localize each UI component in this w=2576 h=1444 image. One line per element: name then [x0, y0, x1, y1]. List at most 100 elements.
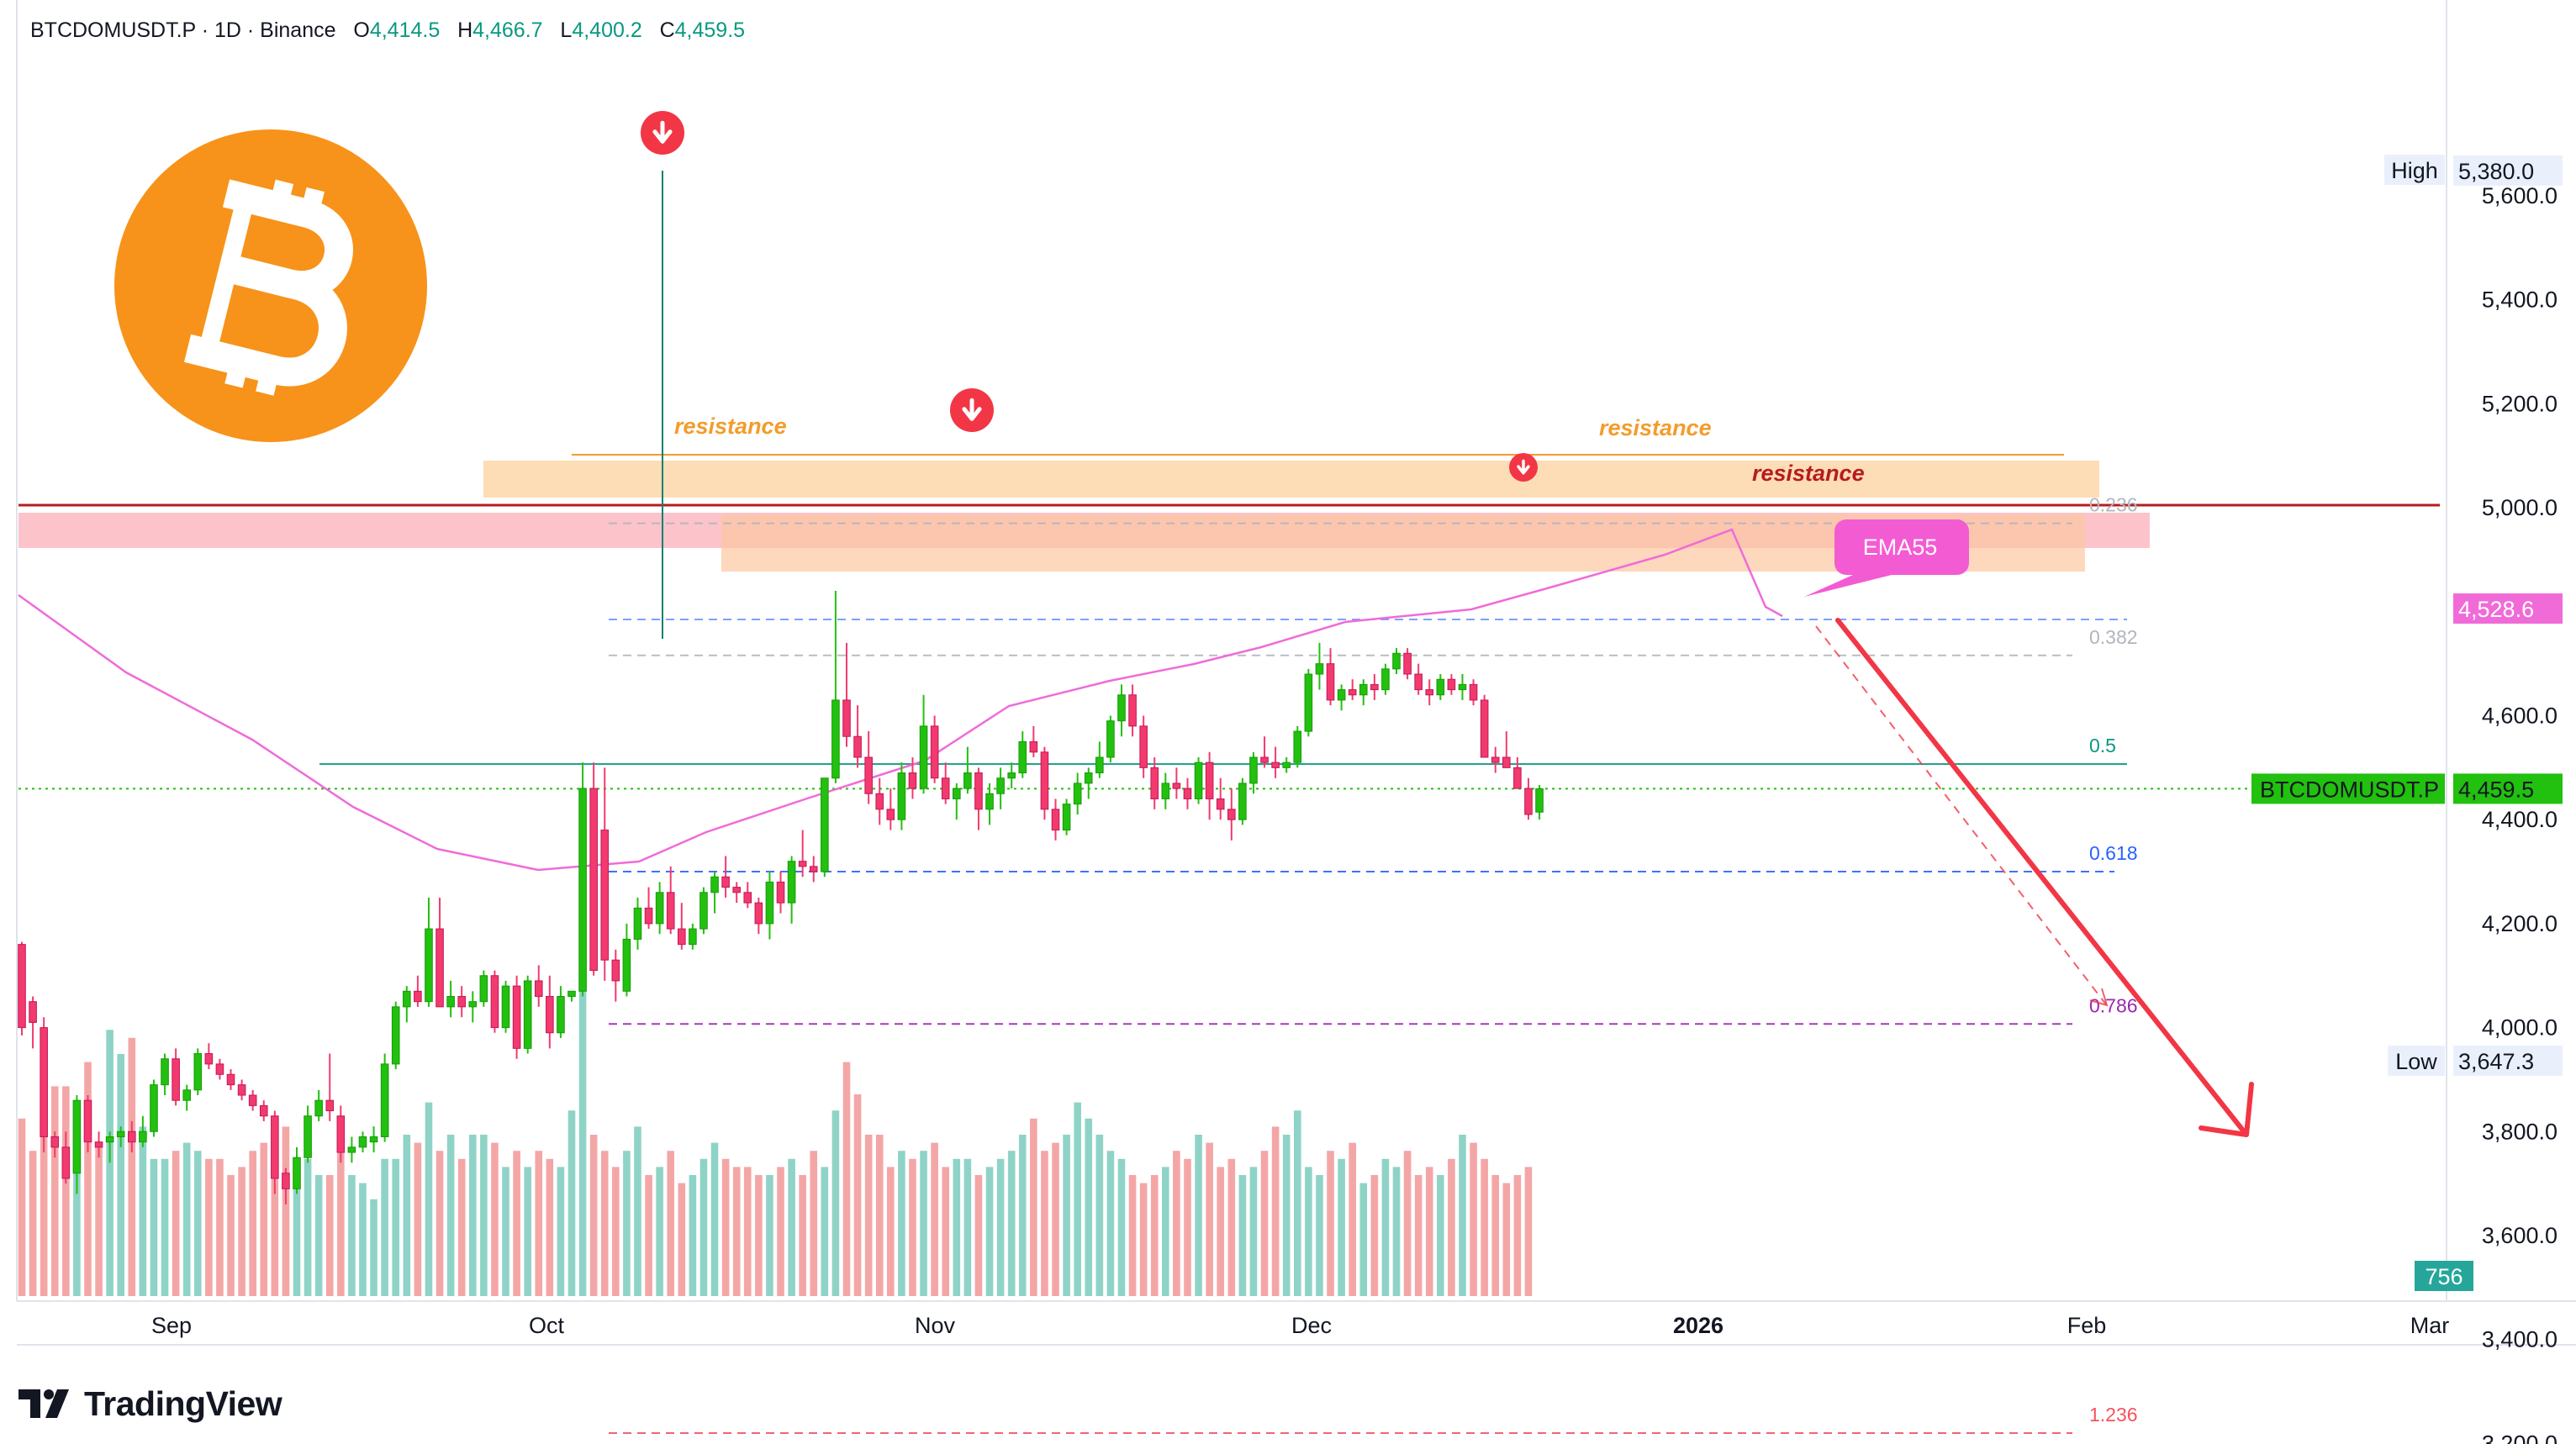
- fib-level-label: 0.5: [2089, 735, 2116, 756]
- volume-bar: [1085, 1118, 1093, 1296]
- volume-bar: [238, 1167, 245, 1296]
- volume-bar: [1403, 1151, 1412, 1296]
- candle-body: [864, 756, 873, 794]
- candle-body: [358, 1136, 367, 1148]
- volume-bar: [1249, 1167, 1258, 1296]
- volume-bar: [260, 1142, 268, 1296]
- candle-body: [1491, 756, 1500, 763]
- high-label: H: [457, 18, 473, 42]
- volume-bar: [106, 1030, 113, 1296]
- volume-bar: [314, 1175, 323, 1296]
- symbol-tag: BTCDOMUSDT.P: [2260, 777, 2439, 802]
- candle-body: [1524, 788, 1533, 815]
- volume-bar: [953, 1158, 961, 1296]
- tradingview-brand[interactable]: TradingView: [18, 1380, 282, 1427]
- down-arrow-glyph: [962, 398, 982, 421]
- volume-bar: [612, 1167, 620, 1296]
- projection-arrow-line: [1835, 618, 2246, 1133]
- ema55-callout-label: EMA55: [1863, 535, 1938, 560]
- volume-bar: [425, 1102, 433, 1296]
- volume-bar: [1041, 1151, 1048, 1296]
- time-axis-label: Mar: [2410, 1313, 2450, 1338]
- candle-body: [1172, 783, 1181, 789]
- volume-bar: [578, 981, 587, 1296]
- volume-bar: [1305, 1167, 1312, 1296]
- volume-bar: [293, 1167, 301, 1296]
- volume-bar: [589, 1135, 598, 1296]
- volume-bar: [1513, 1175, 1522, 1296]
- volume-tag: 756: [2425, 1264, 2463, 1289]
- candle-body: [1326, 663, 1335, 701]
- volume-bar: [1052, 1142, 1059, 1296]
- candle-body: [1436, 678, 1445, 696]
- candle-body: [105, 1136, 114, 1143]
- candle-body: [1414, 673, 1423, 691]
- volume-bar: [743, 1167, 752, 1296]
- projection-dashed-line: [1815, 625, 2107, 1005]
- candle-body: [1117, 694, 1126, 722]
- volume-bar: [1293, 1110, 1301, 1296]
- price-axis-tick: 3,800.0: [2482, 1119, 2558, 1144]
- volume-bar: [216, 1158, 224, 1296]
- high-value: 4,466.7: [472, 18, 543, 42]
- candle-body: [182, 1089, 191, 1101]
- open-label: O: [353, 18, 370, 42]
- volume-bar: [1139, 1183, 1148, 1296]
- low-value-tag: 3,647.3: [2458, 1049, 2534, 1074]
- volume-bar: [480, 1135, 488, 1296]
- fib-level-label: 0.382: [2089, 626, 2138, 648]
- volume-bar: [1128, 1175, 1137, 1296]
- volume-bar: [1063, 1135, 1070, 1296]
- candle-body: [622, 938, 631, 992]
- fib-level-label: 0.618: [2089, 842, 2138, 864]
- candle-body: [457, 995, 467, 1008]
- volume-bar: [1327, 1151, 1334, 1296]
- candle-body: [787, 861, 796, 904]
- candle-body: [611, 959, 620, 982]
- candle-body: [72, 1099, 82, 1174]
- candle-body: [204, 1053, 214, 1065]
- volume-bar: [1173, 1151, 1180, 1296]
- projection-dashed-arrowhead: [2089, 988, 2109, 1007]
- candle-body: [678, 928, 686, 946]
- candle-body: [94, 1141, 103, 1148]
- resistance-annotation: resistance: [1752, 461, 1865, 486]
- volume-bar: [414, 1142, 422, 1296]
- candle-body: [1293, 730, 1302, 763]
- candle-body: [414, 990, 422, 1003]
- volume-bar: [403, 1135, 411, 1296]
- resistance-zone-orange: [483, 461, 2099, 498]
- close-label: C: [659, 18, 675, 42]
- candle-body: [40, 1027, 48, 1137]
- candle-body: [1425, 689, 1434, 696]
- bitcoin-symbol-icon: [183, 179, 353, 396]
- volume-bar: [40, 1037, 48, 1296]
- volume-bar: [799, 1175, 806, 1296]
- volume-bar: [557, 1167, 565, 1296]
- volume-bar: [623, 1151, 631, 1296]
- volume-bar: [996, 1158, 1005, 1296]
- volume-bar: [205, 1158, 213, 1296]
- candle-body: [953, 788, 961, 799]
- volume-bar: [1470, 1142, 1477, 1296]
- volume-bar: [1117, 1158, 1126, 1296]
- volume-bar: [18, 1118, 26, 1296]
- candle-body: [1502, 756, 1511, 768]
- candle-body: [1106, 720, 1115, 758]
- candle-body: [842, 699, 851, 737]
- candle-body: [512, 985, 521, 1049]
- volume-bar: [755, 1175, 763, 1296]
- candle-body: [1282, 762, 1291, 768]
- candle-body: [809, 866, 818, 872]
- price-axis-tick: 5,000.0: [2482, 495, 2558, 520]
- volume-bar: [73, 1110, 81, 1296]
- time-axis-label: Nov: [915, 1313, 956, 1338]
- candle-body: [150, 1084, 158, 1132]
- candle-body: [689, 928, 697, 946]
- volume-bar: [1282, 1135, 1291, 1296]
- candle-body: [391, 1006, 400, 1065]
- tradingview-wordmark: TradingView: [84, 1383, 282, 1423]
- price-axis-tick: 4,200.0: [2482, 911, 2558, 936]
- volume-bar: [491, 1142, 499, 1296]
